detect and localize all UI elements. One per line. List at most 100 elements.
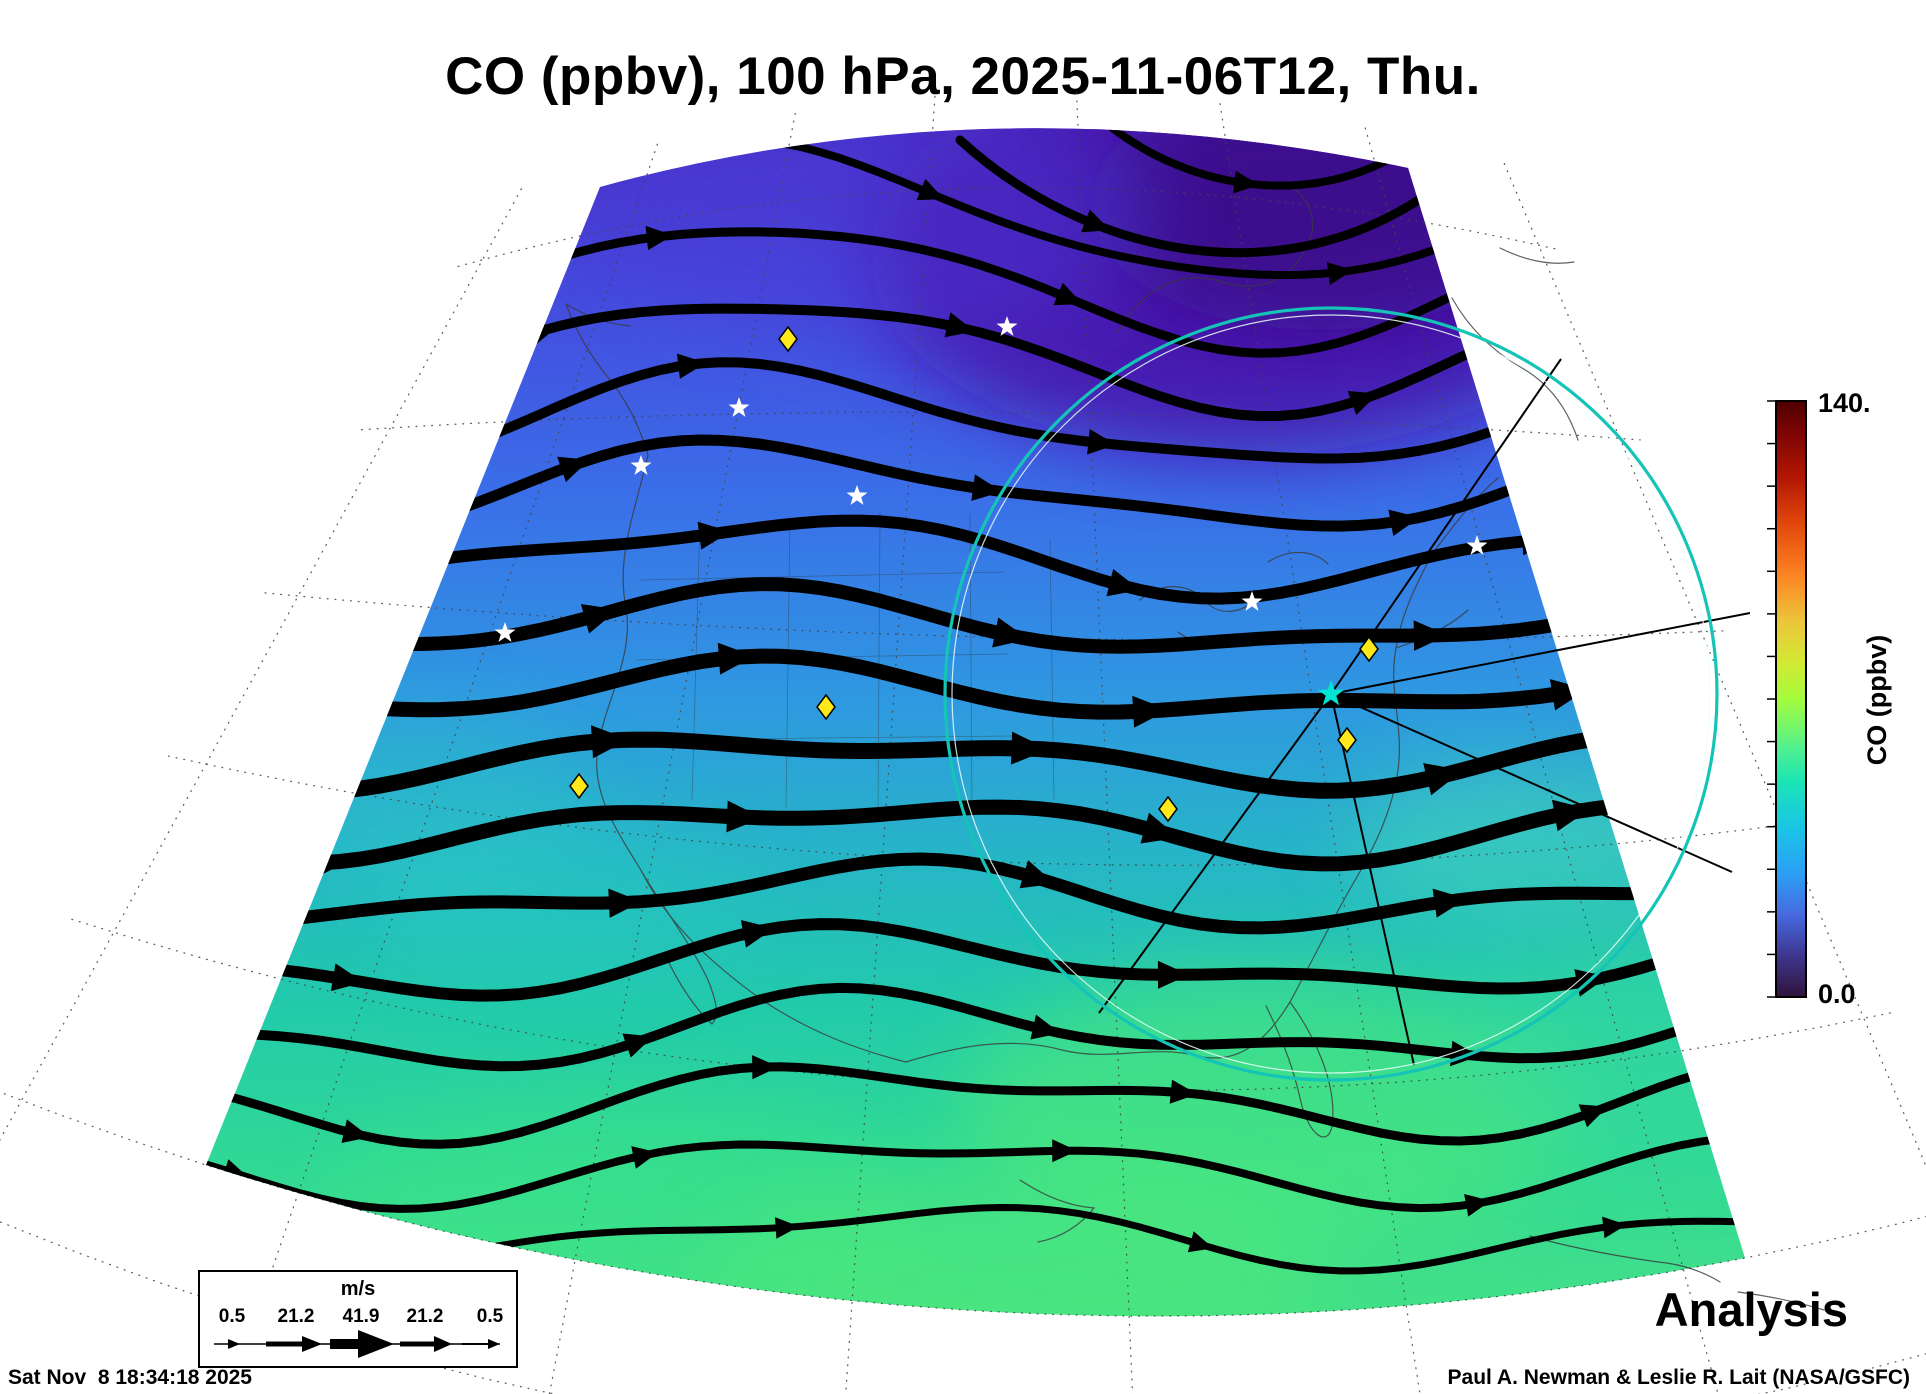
figure-title: CO (ppbv), 100 hPa, 2025-11-06T12, Thu. <box>445 47 1481 106</box>
city-star-marker <box>494 622 516 642</box>
flow-arrow <box>1722 128 1745 149</box>
flow-arrow <box>992 617 1029 648</box>
colorbar-gradient <box>1775 400 1807 998</box>
city-star-marker <box>1241 591 1263 611</box>
flow-arrow <box>1552 799 1590 832</box>
latitude-line <box>360 411 1641 441</box>
flow-arrow <box>1347 391 1379 415</box>
streamline-vortex <box>955 135 1445 258</box>
co-field <box>206 128 1745 1317</box>
labrador-coast <box>1451 247 1579 441</box>
flow-arrow <box>274 449 304 476</box>
flow-arrow <box>1187 1231 1214 1253</box>
florida-coast <box>1265 1001 1334 1138</box>
arrow-medium-right <box>434 1336 452 1352</box>
flow-arrow <box>1602 1216 1627 1239</box>
flow-arrow <box>1087 429 1117 455</box>
wind-legend-tick: 0.5 <box>477 1306 504 1327</box>
flow-arrow <box>608 888 642 918</box>
flow-arrow <box>622 1033 654 1058</box>
flow-arrow <box>631 1146 658 1169</box>
arrow-medium-left <box>302 1336 322 1352</box>
flow-arrow <box>676 353 707 379</box>
flow-arrow <box>1326 262 1354 285</box>
analysis-label: Analysis <box>1655 1283 1848 1336</box>
streamline <box>206 1132 1745 1213</box>
station-diamond-marker <box>1337 726 1357 754</box>
colorbar-min-label: 0.0 <box>1818 979 1856 1009</box>
wind-legend-units: m/s <box>341 1278 375 1300</box>
flow-arrow <box>1052 1139 1078 1163</box>
flow-arrow <box>591 725 629 759</box>
flow-arrow <box>280 573 314 602</box>
range-ring-inner <box>951 314 1711 1074</box>
hudson-bay <box>1117 185 1314 333</box>
flow-arrow <box>341 1119 371 1143</box>
flow-arrow <box>1388 509 1420 536</box>
baja-coast <box>641 871 717 1025</box>
city-star-marker <box>846 485 868 505</box>
wind-legend-tick: 0.5 <box>219 1306 246 1327</box>
trajectory-line <box>1330 693 1415 1066</box>
flow-arrow <box>717 642 755 675</box>
flow-arrow <box>1432 888 1467 918</box>
flow-arrow <box>971 474 1003 501</box>
arrow-large-center <box>330 1330 394 1358</box>
trajectory-line <box>1098 693 1332 1014</box>
flow-arrow <box>697 521 731 550</box>
trajectory-line <box>1330 612 1751 695</box>
flow-arrow <box>119 235 146 257</box>
flow-arrow <box>206 905 223 935</box>
longitude-line <box>0 188 523 1141</box>
longitude-line <box>1503 162 1926 1168</box>
flow-arrow <box>1875 1135 1901 1158</box>
station-diamond-marker <box>816 693 836 721</box>
colorbar-max-label: 140. <box>1818 388 1871 418</box>
flow-arrow <box>944 312 975 338</box>
station-diamond-marker <box>569 772 589 800</box>
wind-legend-tick: 21.2 <box>407 1306 444 1327</box>
flow-arrow <box>303 688 340 720</box>
flow-arrow <box>1464 1194 1491 1217</box>
flow-arrow <box>1106 569 1140 597</box>
streamline <box>206 1055 1745 1149</box>
flow-arrow <box>1423 763 1464 796</box>
timestamp-text: Sat Nov 8 18:34:18 2025 <box>8 1366 252 1389</box>
caribbean-coast <box>1529 1235 1825 1311</box>
longitude-line <box>252 143 659 1326</box>
streamline <box>206 981 1745 1072</box>
flow-arrow <box>1169 1079 1198 1104</box>
flow-arrow <box>1574 969 1608 997</box>
flow-arrow <box>557 456 590 482</box>
colorbar-axis-label: CO (ppbv) <box>1862 635 1892 765</box>
flow-arrow <box>1019 860 1055 889</box>
flow-arrow <box>1233 170 1260 194</box>
flow-arrow <box>125 374 156 398</box>
range-ring <box>943 306 1719 1082</box>
flow-arrow <box>1053 282 1083 306</box>
wind-speed-legend: m/s 0.5 21.2 41.9 21.2 0.5 <box>198 1270 518 1368</box>
flow-arrow <box>775 1217 800 1239</box>
flow-arrow <box>1827 573 1863 603</box>
credit-text: Paul A. Newman & Leslie R. Lait (NASA/GS… <box>1447 1366 1910 1389</box>
wind-legend-tick: 21.2 <box>278 1306 315 1327</box>
flow-arrow <box>167 623 201 654</box>
flow-arrow <box>1578 1104 1608 1128</box>
latitude-line <box>71 918 1893 1092</box>
station-diamond-marker <box>778 325 798 353</box>
flow-arrow <box>210 1020 240 1047</box>
wind-legend-arrows <box>214 1330 500 1358</box>
trajectory-line <box>1330 693 1733 873</box>
colorbar-ticks <box>1767 400 1776 998</box>
flow-arrow <box>1140 812 1179 844</box>
flow-arrow <box>1030 1014 1061 1040</box>
station-diamond-marker <box>1359 635 1379 663</box>
flow-arrow <box>580 604 618 634</box>
center-star-marker <box>1317 680 1345 706</box>
flow-arrow <box>726 800 763 833</box>
colorbar: 140. 0.0 CO (ppbv) <box>1767 388 1892 1009</box>
flow-arrow <box>1451 281 1481 305</box>
flow-arrow <box>1861 973 1890 999</box>
longitude-line <box>548 112 796 1394</box>
